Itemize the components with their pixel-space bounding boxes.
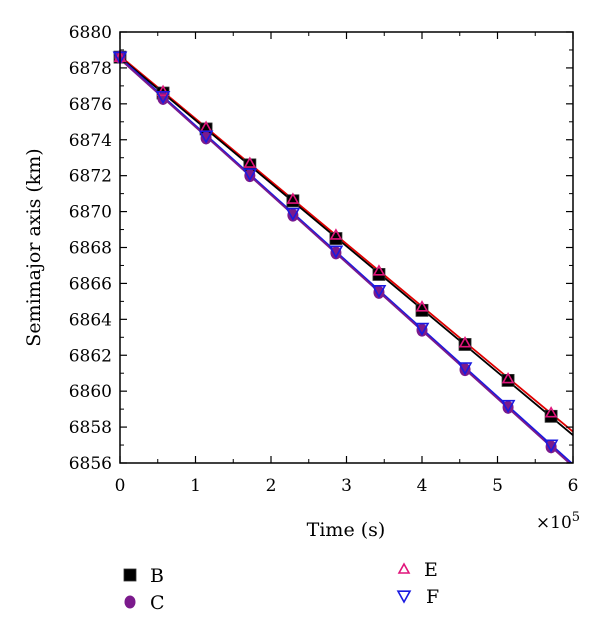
fit-line-F	[120, 57, 573, 463]
data-point-C	[330, 246, 342, 260]
data-point-E	[243, 156, 257, 168]
legend-item-C: C	[124, 592, 165, 614]
data-point-C	[200, 131, 212, 145]
x-axis-multiplier: ×105	[536, 510, 580, 533]
legend-item-B: B	[123, 565, 164, 587]
y-tick-label: 6868	[69, 239, 112, 259]
x-tick-label: 1	[190, 476, 201, 496]
data-point-C	[416, 323, 428, 337]
data-point-E	[458, 336, 472, 348]
data-point-F	[198, 130, 214, 144]
legend-label-F: F	[426, 586, 439, 608]
legend-item-F: F	[396, 586, 439, 608]
axis-ticks: 0 1 2 3 4 5 6 6856 6858 6860 6862 6864 6866 6868 6870 6…	[69, 23, 579, 496]
data-markers	[112, 50, 559, 454]
data-point-E	[372, 264, 386, 276]
x-tick-label: 4	[417, 476, 428, 496]
legend-label-B: B	[150, 565, 164, 587]
y-tick-label: 6860	[69, 382, 112, 402]
y-tick-label: 6880	[69, 23, 112, 43]
legend-marker-C	[124, 595, 136, 609]
data-point-F	[500, 399, 516, 414]
data-point-E	[501, 371, 515, 384]
data-point-E	[415, 300, 429, 312]
legend-label-E: E	[424, 559, 438, 581]
data-point-C	[459, 363, 471, 377]
data-point-F	[371, 284, 387, 299]
legend: BC EF	[123, 559, 439, 614]
y-tick-label: 6874	[69, 131, 112, 151]
data-point-C	[287, 208, 299, 222]
fit-line-E	[120, 55, 573, 433]
x-tick-label: 6	[568, 476, 579, 496]
data-point-F	[414, 322, 430, 336]
fit-line-C	[120, 58, 571, 463]
data-point-E	[156, 84, 170, 97]
data-point-F	[285, 207, 301, 222]
y-tick-label: 6864	[69, 310, 112, 330]
y-tick-label: 6858	[69, 418, 112, 438]
data-point-E	[286, 192, 300, 204]
y-tick-label: 6856	[69, 454, 112, 474]
y-tick-label: 6878	[69, 59, 112, 79]
data-point-F	[155, 91, 171, 105]
legend-marker-B	[123, 568, 137, 582]
x-tick-label: 5	[492, 476, 503, 496]
x-tick-label: 3	[341, 476, 352, 496]
data-point-F	[457, 362, 473, 376]
y-tick-label: 6872	[69, 167, 112, 187]
legend-label-C: C	[150, 592, 165, 614]
x-axis-title: Time (s)	[307, 519, 386, 541]
y-tick-label: 6866	[69, 274, 112, 294]
x-tick-label: 2	[266, 476, 277, 496]
x-axis-multiplier-exponent: 5	[572, 510, 580, 525]
data-point-C	[502, 400, 514, 414]
y-axis-title: Semimajor axis (km)	[23, 148, 45, 346]
legend-marker-E	[397, 562, 411, 574]
data-point-F	[543, 439, 559, 453]
data-point-F	[242, 168, 258, 182]
data-point-C	[373, 285, 385, 299]
legend-item-E: E	[397, 559, 438, 581]
legend-marker-F	[396, 590, 412, 604]
y-tick-label: 6870	[69, 203, 112, 223]
data-point-C	[244, 169, 256, 183]
fit-line-B	[120, 56, 573, 436]
data-point-F	[328, 245, 344, 259]
y-tick-label: 6862	[69, 346, 112, 366]
fit-lines	[120, 55, 573, 463]
data-point-E	[544, 406, 558, 418]
x-axis-multiplier-base: ×10	[536, 513, 572, 533]
x-tick-label: 0	[115, 476, 126, 496]
data-point-C	[545, 440, 557, 454]
y-tick-label: 6876	[69, 95, 112, 115]
data-point-E	[329, 228, 343, 240]
plot-frame	[119, 31, 574, 464]
